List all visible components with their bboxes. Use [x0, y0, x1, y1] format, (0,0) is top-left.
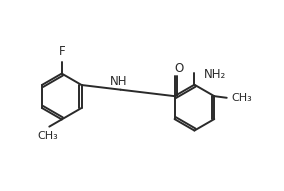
Text: CH₃: CH₃	[37, 131, 58, 141]
Text: CH₃: CH₃	[231, 93, 252, 103]
Text: O: O	[174, 62, 183, 75]
Text: NH: NH	[110, 75, 128, 88]
Text: F: F	[59, 45, 65, 57]
Text: NH₂: NH₂	[204, 68, 226, 81]
